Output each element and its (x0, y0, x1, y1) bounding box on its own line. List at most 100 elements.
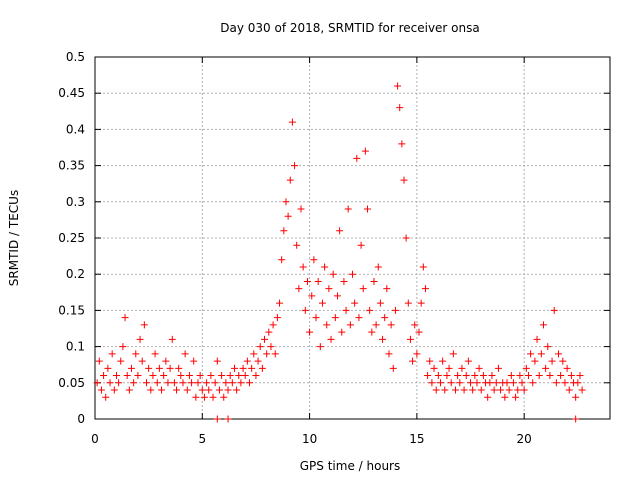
data-point (252, 372, 260, 380)
data-point (310, 256, 318, 264)
data-point (288, 118, 296, 126)
data-point (250, 350, 258, 358)
data-point (134, 372, 142, 380)
data-point (100, 372, 108, 380)
data-point (325, 285, 333, 293)
axis-ticks: 0 0.05 0.1 0.15 0.2 0.25 0.3 0.35 0.4 0.45 0.5 0 5 10… (58, 50, 610, 446)
y-tick-label: 0.4 (66, 122, 85, 136)
data-point (108, 350, 116, 358)
data-point (138, 357, 146, 365)
data-point (503, 379, 511, 387)
data-point (175, 364, 183, 372)
data-point (276, 299, 284, 307)
data-point (291, 162, 299, 170)
data-point (162, 357, 170, 365)
data-point (158, 386, 166, 394)
data-point (473, 379, 481, 387)
data-point (366, 306, 374, 314)
data-point (213, 415, 221, 423)
data-point (198, 386, 206, 394)
data-point (544, 343, 552, 351)
data-point (387, 321, 395, 329)
x-tick-label: 0 (91, 432, 99, 446)
data-point (460, 386, 468, 394)
data-point (321, 263, 329, 271)
data-point (529, 379, 537, 387)
data-point (447, 379, 455, 387)
data-point (121, 314, 129, 322)
data-point (295, 285, 303, 293)
data-point (383, 285, 391, 293)
data-point (467, 379, 475, 387)
data-point (327, 335, 335, 343)
data-point (411, 321, 419, 329)
data-point (572, 415, 580, 423)
data-point (505, 386, 513, 394)
data-point (520, 386, 528, 394)
data-point (396, 104, 404, 112)
data-point (173, 386, 181, 394)
data-point (518, 379, 526, 387)
data-point (136, 335, 144, 343)
data-point (430, 364, 438, 372)
chart-title: Day 030 of 2018, SRMTID for receiver ons… (220, 21, 479, 35)
data-point (110, 386, 118, 394)
data-point (226, 372, 234, 380)
data-point (303, 277, 311, 285)
data-point (385, 350, 393, 358)
data-point (507, 372, 515, 380)
data-point (484, 393, 492, 401)
data-point (160, 372, 168, 380)
data-point (361, 147, 369, 155)
data-point (192, 393, 200, 401)
data-point (561, 379, 569, 387)
data-point (278, 256, 286, 264)
data-point (364, 205, 372, 213)
data-point (220, 393, 228, 401)
data-point (106, 379, 114, 387)
data-point (95, 357, 103, 365)
x-tick-label: 20 (517, 432, 532, 446)
data-point (441, 386, 449, 394)
data-point (258, 364, 266, 372)
data-point (477, 386, 485, 394)
data-point (522, 364, 530, 372)
data-point (211, 379, 219, 387)
data-point (115, 379, 123, 387)
data-point (215, 386, 223, 394)
data-point (576, 372, 584, 380)
data-point (340, 277, 348, 285)
data-point (353, 154, 361, 162)
data-point (125, 386, 133, 394)
data-point (123, 372, 131, 380)
data-point (464, 357, 472, 365)
data-point (205, 386, 213, 394)
data-point (185, 372, 193, 380)
data-point (574, 379, 582, 387)
data-point (578, 386, 586, 394)
data-point (537, 350, 545, 358)
data-point (228, 379, 236, 387)
data-point (432, 386, 440, 394)
x-tick-label: 15 (409, 432, 424, 446)
data-point (102, 393, 110, 401)
data-point (555, 350, 562, 358)
data-point (548, 357, 556, 365)
data-point (436, 379, 444, 387)
data-point (188, 379, 196, 387)
data-point (509, 379, 517, 387)
data-point (490, 386, 498, 394)
data-point (261, 335, 269, 343)
data-point (181, 350, 189, 358)
data-point (299, 263, 307, 271)
data-point (331, 314, 339, 322)
data-point (563, 364, 571, 372)
data-point (419, 263, 427, 271)
data-point (486, 379, 494, 387)
data-point (284, 212, 292, 220)
data-point (344, 205, 352, 213)
data-point (104, 364, 112, 372)
data-point (243, 357, 251, 365)
data-point (456, 379, 464, 387)
